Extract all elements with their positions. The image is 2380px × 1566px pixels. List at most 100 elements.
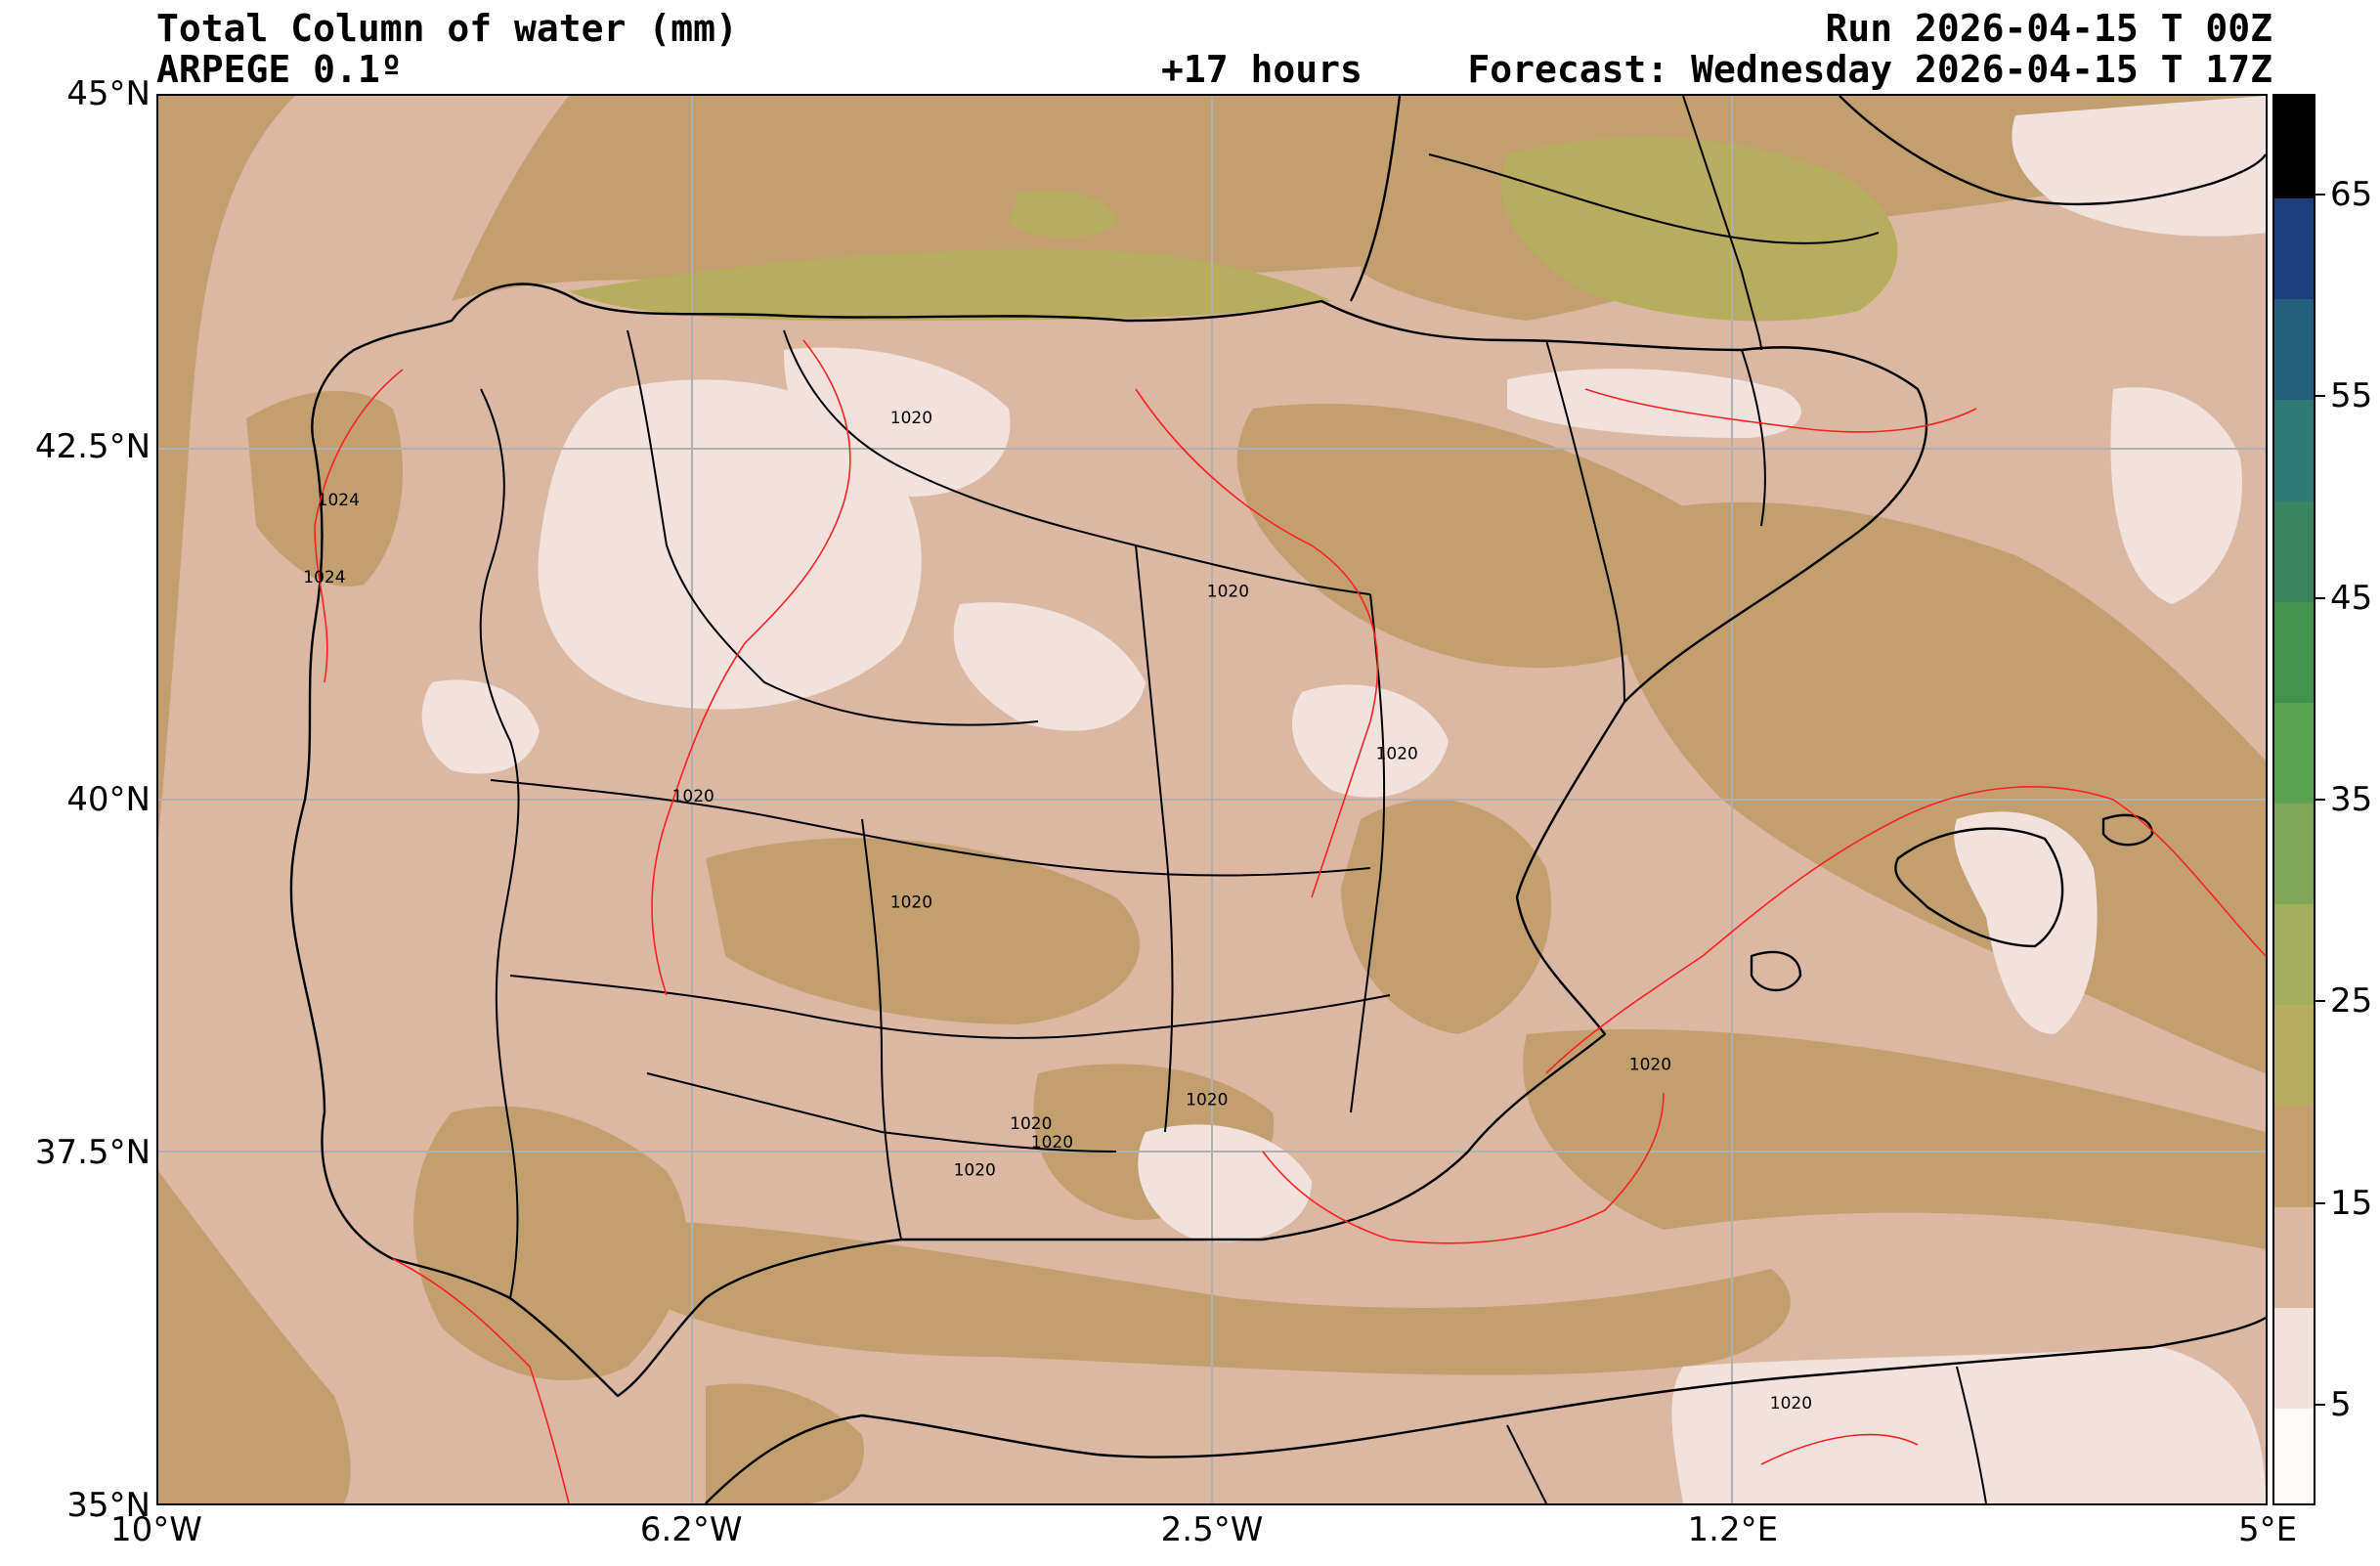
colorbar-segment: [2274, 1104, 2314, 1207]
isobar-1020-atlantic: [392, 1258, 570, 1503]
isobar-1020-africa: [1760, 1433, 1919, 1465]
isobar-1020-south: [1262, 1092, 1665, 1244]
field-gibraltar: [706, 1383, 864, 1503]
field-pyrenees-top: [1507, 369, 1801, 438]
field-northeast-corner: [2012, 96, 2266, 237]
lat-tick-label: 37.5°N: [34, 1133, 151, 1172]
lon-tick-label: 10°W: [110, 1510, 202, 1549]
isobar-label: 1020: [1629, 1055, 1671, 1074]
colorbar-segment: [2274, 1406, 2314, 1503]
field-france-southwest: [1500, 137, 1898, 322]
border-africa-1: [1506, 1424, 1547, 1503]
border-region-10: [1741, 349, 1766, 527]
isobar-label: 1020: [1186, 1090, 1228, 1109]
coast-ibiza: [1750, 950, 1802, 992]
colorbar-segment: [2274, 499, 2314, 602]
lead-time-label: +17 hours: [1161, 48, 1363, 91]
isobar-label: 1020: [890, 409, 932, 428]
field-castilla-leon: [538, 379, 922, 710]
colorbar-tick-label: 65: [2330, 175, 2373, 215]
field-mallorca: [1954, 811, 2098, 1034]
lat-tick-label: 40°N: [66, 780, 151, 819]
field-central-band: [706, 838, 1140, 1024]
field-20-25-layer: [569, 137, 1898, 322]
colorbar-tick: [2315, 194, 2325, 196]
field-5-10-layer: [421, 96, 2266, 1503]
border-region-6: [1350, 593, 1386, 1113]
border-region-4: [509, 975, 1391, 1039]
field-ebro: [1236, 403, 1719, 669]
colorbar-segment: [2274, 297, 2314, 401]
colorbar-tick-label: 55: [2330, 376, 2373, 416]
isobar-label: 1020: [954, 1161, 996, 1181]
isobar-1020-north: [651, 339, 851, 996]
field-galicia: [246, 390, 403, 587]
field-balearic-sea: [1523, 1028, 2266, 1249]
map-canvas: 1020102410241020102010201020102010201020…: [158, 96, 2266, 1503]
isobar-1020-sea: [1545, 786, 2266, 1074]
field-biscay-band: [569, 249, 1331, 321]
colorbar-segment: [2274, 1204, 2314, 1308]
isobar-label-layer: 1020102410241020102010201020102010201020…: [303, 409, 1812, 1414]
field-burgos: [784, 347, 1011, 497]
colorbar-tick-label: 5: [2330, 1384, 2352, 1424]
coastlines: [289, 96, 2266, 1503]
colorbar-segment: [2274, 1305, 2314, 1409]
colorbar-tick: [2315, 596, 2325, 599]
colorbar-tick-label: 45: [2330, 578, 2373, 618]
border-region-7: [1545, 339, 1625, 703]
lon-tick-label: 2.5°W: [1160, 1510, 1264, 1549]
border-region-9: [646, 1072, 1117, 1153]
field-ligurian: [2110, 387, 2242, 604]
border-africa-2: [1956, 1366, 1987, 1503]
colorbar-tick: [2315, 799, 2325, 801]
colorbar-segment: [2274, 196, 2314, 300]
border-france-2: [1682, 96, 1762, 351]
colorbar-tick: [2315, 395, 2325, 398]
colorbar-segment: [2274, 96, 2314, 199]
colorbar-tick-label: 35: [2330, 780, 2373, 819]
field-alboran: [627, 1220, 1791, 1375]
field-iberian: [1292, 684, 1449, 798]
run-label: Run 2026-04-15 T 00Z: [1825, 7, 2272, 50]
coast-iberia: [289, 283, 1928, 1398]
colorbar-tick: [2315, 1000, 2325, 1003]
colorbar-segment: [2274, 398, 2314, 501]
border-region-1: [627, 329, 1039, 726]
admin-borders: [479, 96, 1987, 1503]
isobar-label: 1020: [672, 787, 714, 806]
coast-gulf-lion: [1839, 96, 2266, 206]
border-portugal: [479, 388, 520, 1299]
field-north-africa: [1671, 1347, 2266, 1503]
lon-tick-label: 6.2°W: [639, 1510, 743, 1549]
map-panel[interactable]: 1020 1024 1024 1020 1020 1020 1020 1020 1020 1020…: [156, 94, 2268, 1505]
coast-france: [1349, 96, 1402, 302]
isobar-1020-east: [1584, 388, 1977, 433]
colorbar-segment: [2274, 902, 2314, 1006]
map-title: Total Column of water (mm): [156, 7, 738, 50]
field-biscay-blob: [1009, 191, 1116, 238]
lon-tick-label: 5°E: [2237, 1510, 2298, 1549]
colorbar-segment: [2274, 1003, 2314, 1107]
lat-tick-label: 35°N: [66, 1486, 151, 1525]
border-region-5: [1135, 544, 1174, 1133]
field-valencia: [1341, 799, 1552, 1034]
isobar-label: 1024: [318, 491, 360, 510]
field-atlantic-south: [158, 1171, 351, 1503]
colorbar-tick-label: 15: [2330, 1183, 2373, 1223]
isobars: [314, 339, 2266, 1503]
colorbar-segment: [2274, 700, 2314, 804]
isobar-1020-center: [1135, 388, 1379, 898]
model-label: ARPEGE 0.1º: [156, 48, 403, 91]
border-france-1: [1428, 153, 1880, 244]
isobar-label: 1020: [1207, 583, 1249, 602]
colorbar-tick: [2315, 1201, 2325, 1204]
isobar-label: 1020: [1376, 745, 1418, 764]
field-catalonia-coast: [1612, 501, 2266, 1073]
isobar-label: 1020: [890, 892, 932, 912]
colorbar-segment: [2274, 802, 2314, 905]
coast-menorca: [2101, 813, 2154, 847]
colorbar-tick: [2315, 1403, 2325, 1406]
isobar-label: 1020: [1770, 1394, 1812, 1414]
field-atlantic-west: [158, 96, 295, 839]
